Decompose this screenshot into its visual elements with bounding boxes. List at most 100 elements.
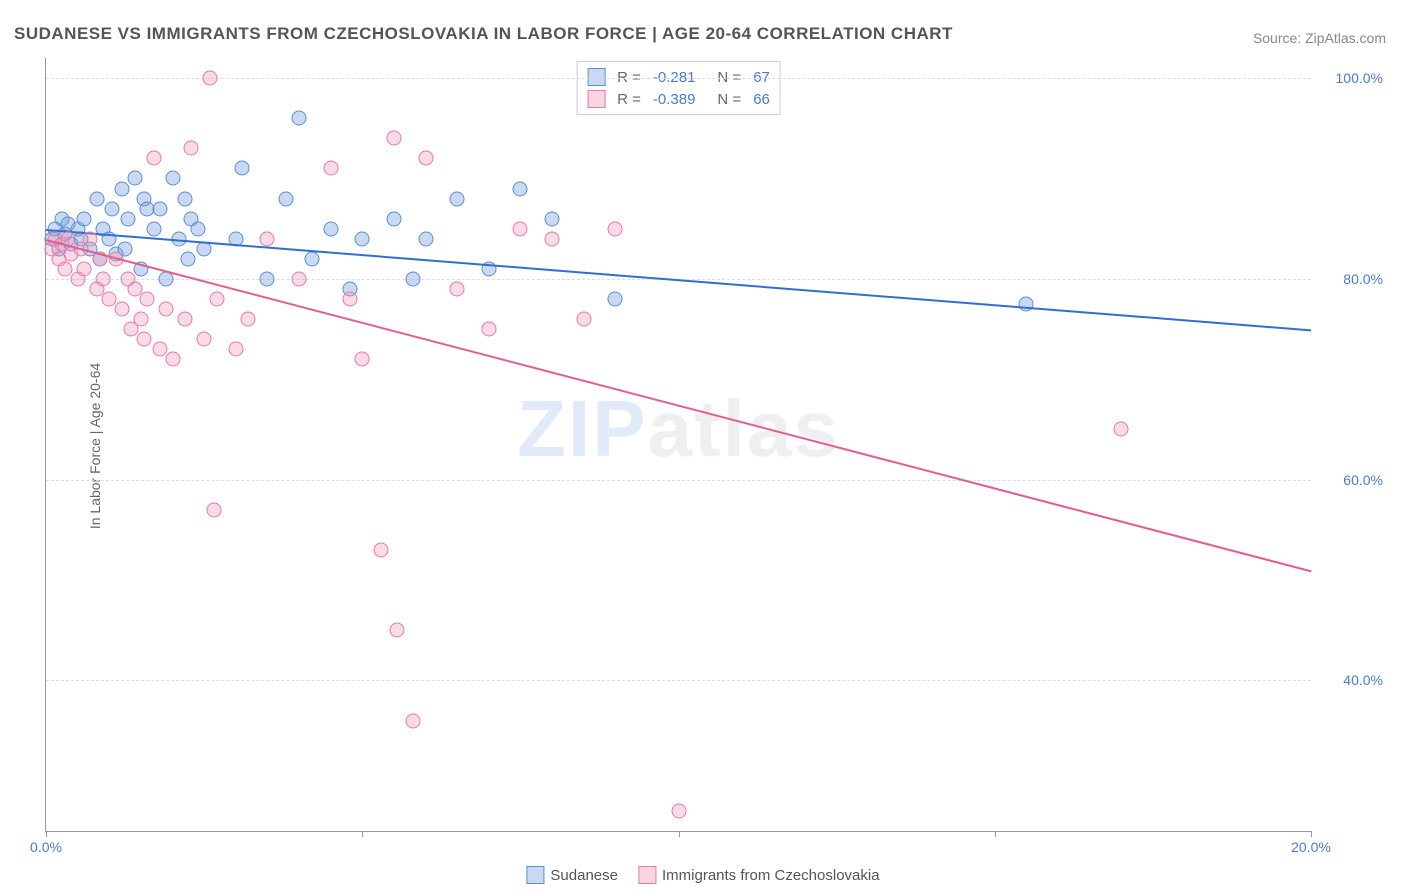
data-point [386,211,401,226]
data-point [323,221,338,236]
x-tick-mark [362,831,363,837]
data-point [450,281,465,296]
correlation-legend: R = -0.281 N = 67 R = -0.389 N = 66 [576,61,781,115]
data-point [83,231,98,246]
data-point [178,312,193,327]
legend-item: Sudanese [526,866,618,884]
y-tick-label: 60.0% [1343,472,1383,488]
data-point [355,352,370,367]
x-tick-mark [1311,831,1312,837]
x-tick-mark [995,831,996,837]
gridline [46,480,1311,481]
r-value: -0.281 [653,69,696,86]
data-point [418,231,433,246]
legend-label: Immigrants from Czechoslovakia [662,867,880,884]
data-point [114,181,129,196]
gridline [46,680,1311,681]
chart-container: SUDANESE VS IMMIGRANTS FROM CZECHOSLOVAK… [0,0,1406,892]
n-value: 67 [753,69,770,86]
trend-line [46,239,1312,572]
data-point [292,111,307,126]
data-point [1114,422,1129,437]
data-point [260,271,275,286]
data-point [178,191,193,206]
data-point [165,352,180,367]
x-tick-mark [679,831,680,837]
y-tick-label: 100.0% [1336,70,1383,86]
data-point [323,161,338,176]
data-point [114,301,129,316]
legend-stat-row: R = -0.281 N = 67 [587,66,770,88]
data-point [513,221,528,236]
plot-area: ZIPatlas R =-0.281N =67R =-0.389N =66 40… [45,58,1311,832]
data-point [159,301,174,316]
data-point [418,151,433,166]
data-point [355,231,370,246]
x-tick-mark [46,831,47,837]
y-tick-label: 40.0% [1343,672,1383,688]
r-label: R = [617,69,641,86]
chart-title: SUDANESE VS IMMIGRANTS FROM CZECHOSLOVAK… [14,24,953,44]
data-point [405,271,420,286]
n-label: N = [717,91,741,108]
data-point [146,221,161,236]
data-point [137,332,152,347]
data-point [304,251,319,266]
data-point [105,201,120,216]
data-point [386,131,401,146]
trend-line [46,229,1311,331]
data-point [608,221,623,236]
y-tick-label: 80.0% [1343,271,1383,287]
n-value: 66 [753,91,770,108]
data-point [197,332,212,347]
n-label: N = [717,69,741,86]
x-tick-label: 20.0% [1291,839,1331,855]
series-legend: Sudanese Immigrants from Czechoslovakia [526,866,879,884]
data-point [260,231,275,246]
data-point [228,342,243,357]
legend-label: Sudanese [550,867,618,884]
data-point [241,312,256,327]
data-point [89,191,104,206]
data-point [133,312,148,327]
data-point [576,312,591,327]
x-tick-label: 0.0% [30,839,62,855]
data-point [127,171,142,186]
data-point [152,201,167,216]
legend-stat-row: R = -0.389 N = 66 [587,88,770,110]
data-point [545,231,560,246]
gridline [46,78,1311,79]
data-point [165,171,180,186]
data-point [671,803,686,818]
data-point [450,191,465,206]
data-point [203,71,218,86]
r-label: R = [617,91,641,108]
data-point [374,542,389,557]
data-point [292,271,307,286]
data-point [342,291,357,306]
legend-item: Immigrants from Czechoslovakia [638,866,880,884]
r-value: -0.389 [653,91,696,108]
data-point [235,161,250,176]
data-point [190,221,205,236]
legend-swatch [638,866,656,884]
legend-swatch [587,90,605,108]
data-point [206,502,221,517]
data-point [140,291,155,306]
data-point [209,291,224,306]
watermark: ZIPatlas [517,383,840,475]
data-point [76,211,91,226]
data-point [181,251,196,266]
data-point [76,261,91,276]
data-point [390,623,405,638]
data-point [481,322,496,337]
data-point [146,151,161,166]
source-attribution: Source: ZipAtlas.com [1253,30,1386,46]
data-point [279,191,294,206]
data-point [184,141,199,156]
data-point [545,211,560,226]
data-point [405,713,420,728]
legend-swatch [587,68,605,86]
legend-swatch [526,866,544,884]
data-point [95,271,110,286]
